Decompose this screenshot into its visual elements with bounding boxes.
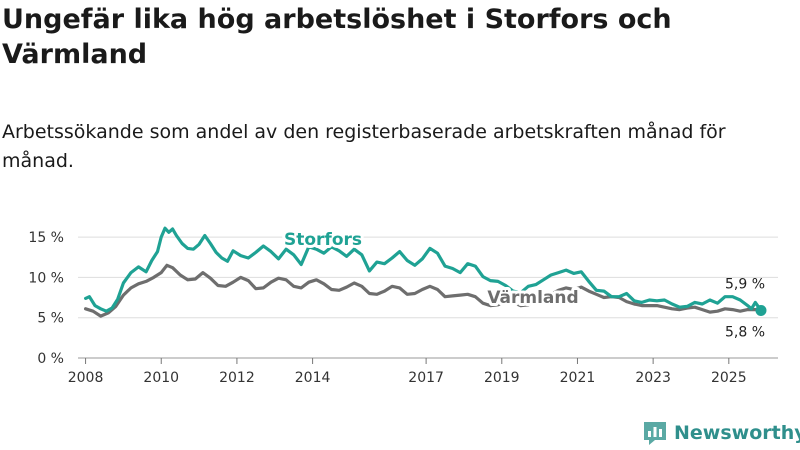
y-tick-label: 10 % <box>28 270 64 286</box>
y-tick-label: 5 % <box>37 311 64 327</box>
x-tick-label: 2014 <box>295 370 331 386</box>
x-tick-label: 2017 <box>408 370 444 386</box>
series-label-storfors: Storfors <box>284 230 362 250</box>
x-tick-label: 2010 <box>143 370 179 386</box>
line-chart: 0 % 5 % 10 % 15 % 2008 2010 2012 2014 2017 2019 20… <box>28 226 778 386</box>
x-tick-label: 2012 <box>219 370 255 386</box>
series-line-varmland <box>84 263 763 318</box>
series-label-varmland-halo: Värmland <box>487 288 578 308</box>
chart-subtitle: Arbetssökande som andel av den registerb… <box>2 121 726 172</box>
series-label-varmland: Värmland <box>487 288 578 308</box>
x-tick-label: 2021 <box>560 370 596 386</box>
brand-name: Newsworthy <box>674 422 800 444</box>
end-label-varmland: 5,8 % <box>725 324 765 340</box>
end-point-storfors <box>755 304 767 316</box>
series-label-storfors-halo: Storfors <box>284 230 362 250</box>
x-tick-label: 2025 <box>711 370 747 386</box>
x-tick-label: 2008 <box>68 370 104 386</box>
x-tick-label: 2019 <box>484 370 520 386</box>
series-line-storfors <box>84 226 763 313</box>
chart-title: Ungefär lika hög arbetslöshet i Storfors… <box>2 4 672 70</box>
x-tick-label: 2023 <box>635 370 671 386</box>
end-label-storfors: 5,9 % <box>725 276 765 292</box>
y-tick-label: 15 % <box>28 230 64 246</box>
y-tick-label: 0 % <box>37 351 64 367</box>
brand-logo: Newsworthy <box>642 418 800 448</box>
bar-chart-icon <box>644 422 666 445</box>
